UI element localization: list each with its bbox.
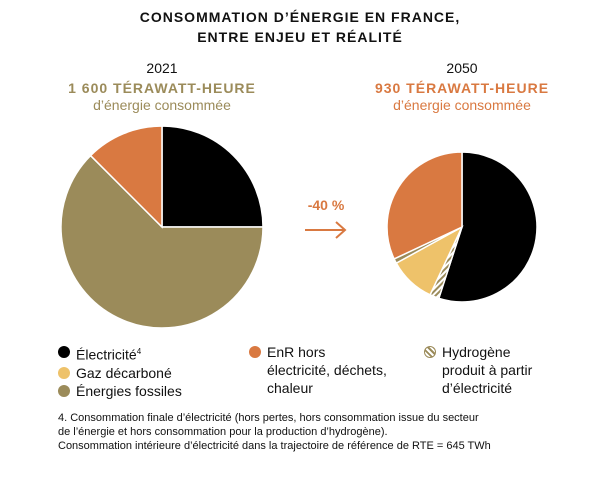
legend-item-gaz: Gaz décarboné xyxy=(58,364,238,382)
legend-item-electricite: Électricité4 xyxy=(58,343,238,364)
change-label: -40 % xyxy=(307,197,345,213)
pie-2050 xyxy=(386,151,538,303)
slice-2050-enr-hors-electricite-dechets-chaleur xyxy=(386,151,463,260)
slice-2021-enr-hors-electricite-dechets-chaleur xyxy=(89,125,163,229)
legend-enr-label: EnR hors électricité, déchets, chaleur xyxy=(267,344,387,396)
electricite-swatch-icon xyxy=(58,346,70,358)
right-header: 2050 930 TÉRAWATT-HEURE d’énergie consom… xyxy=(362,60,562,113)
left-header: 2021 1 600 TÉRAWATT-HEURE d’énergie cons… xyxy=(62,60,262,113)
right-year: 2050 xyxy=(446,60,478,76)
slice-2021-energies-fossiles xyxy=(60,154,264,329)
footnote: 4. Consommation finale d’électricité (ho… xyxy=(58,411,578,453)
left-subtitle: d’énergie consommée xyxy=(93,97,231,113)
legend-col-2: EnR hors électricité, déchets, chaleur xyxy=(249,343,399,397)
legend-electricite-label: Électricité4 xyxy=(76,346,142,363)
arrow-icon xyxy=(305,221,347,239)
legend-col-3: Hydrogène produit à partir d’électricité xyxy=(424,343,574,397)
hydrogene-swatch-icon xyxy=(424,346,436,358)
legend-item-hydrogene: Hydrogène produit à partir d’électricité xyxy=(424,343,574,397)
footnote-line2: de l’énergie et hors consommation pour l… xyxy=(58,426,388,438)
slice-2050-electricite xyxy=(437,151,538,303)
left-amount: 1 600 TÉRAWATT-HEURE xyxy=(68,80,256,96)
legend-gaz-label: Gaz décarboné xyxy=(76,364,172,381)
enr-swatch-icon xyxy=(249,346,261,358)
legend-item-enr: EnR hors électricité, déchets, chaleur xyxy=(249,343,399,397)
footnote-line3: Consommation intérieure d’électricité da… xyxy=(58,440,491,452)
legend-col-1: Électricité4 Gaz décarboné Énergies foss… xyxy=(58,343,238,400)
right-subtitle: d’énergie consommée xyxy=(393,97,531,113)
chart-title-line2: ENTRE ENJEU ET RÉALITÉ xyxy=(197,29,403,45)
right-amount: 930 TÉRAWATT-HEURE xyxy=(374,80,550,96)
fossiles-swatch-icon xyxy=(58,384,70,397)
legend-item-fossiles: Énergies fossiles xyxy=(58,382,238,400)
slice-2021-electricite xyxy=(161,125,264,228)
footnote-line1: 4. Consommation finale d’électricité (ho… xyxy=(58,412,479,424)
legend-fossiles-label: Énergies fossiles xyxy=(76,382,182,399)
chart-title-line1: CONSOMMATION D’ÉNERGIE EN FRANCE, xyxy=(139,9,461,25)
pie-2021 xyxy=(60,125,264,329)
gaz-swatch-icon xyxy=(58,366,70,379)
left-year: 2021 xyxy=(146,60,178,76)
legend-hydrogene-label: Hydrogène produit à partir d’électricité xyxy=(442,344,533,396)
